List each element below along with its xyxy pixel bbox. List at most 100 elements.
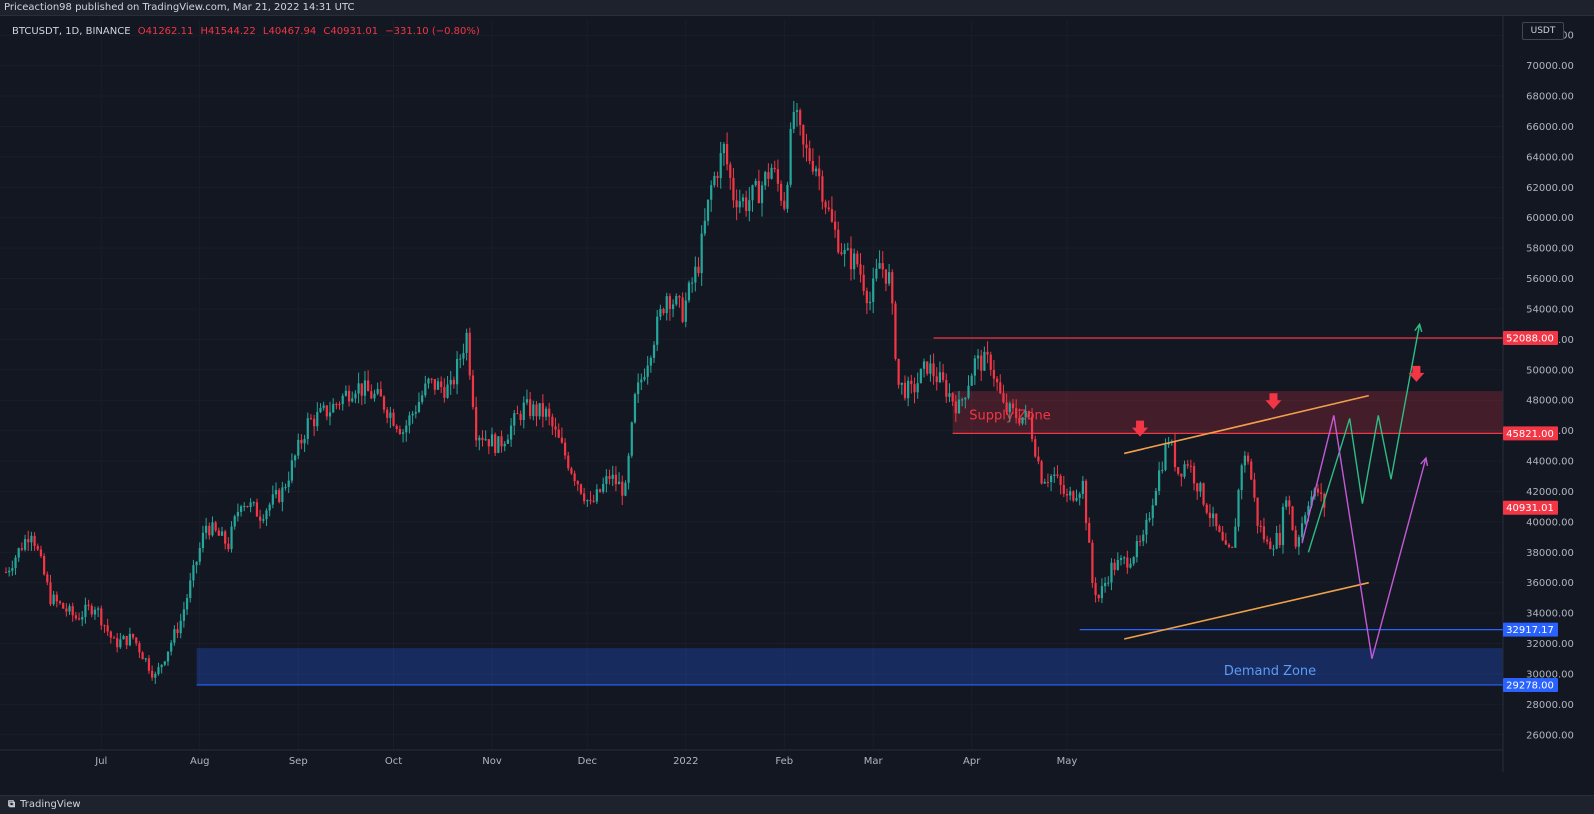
candle-body [440,381,443,388]
published-banner: Priceaction98 published on TradingView.c… [0,0,1594,16]
candle-body [919,368,922,384]
projection-arrowhead [1414,322,1423,333]
candle-body [176,629,179,634]
candle-body [678,296,681,298]
price-label-box [1503,622,1558,637]
candle-body [255,502,259,517]
candle-body [1281,506,1285,546]
candle-body [1177,467,1180,474]
footer-bar: ⧉ TradingView [0,795,1594,814]
candle-body [617,481,621,485]
candle-body [589,500,592,502]
candle-body [1291,506,1294,531]
candle-body [1285,500,1288,507]
candle-body [11,568,14,571]
candle-body [376,389,379,394]
candle-body [849,248,853,270]
candle-body [1011,403,1015,409]
ohlc-legend: BTCUSDT, 1D, BINANCE O41262.11 H41544.22… [12,26,484,37]
candle-body [1113,562,1116,570]
candle-body [106,625,109,632]
candle-body [157,667,160,674]
candle-body [757,180,760,204]
candle-body [802,125,805,145]
candle-body [706,199,710,221]
candle-body [1119,558,1123,561]
candle-body [1075,497,1078,501]
candle-body [341,395,344,405]
candle-body [293,455,297,461]
y-tick-label: 56000.00 [1526,274,1574,285]
x-tick-label: Mar [864,756,884,767]
candle-body [630,422,633,456]
candle-body [814,168,818,172]
candle-body [513,413,516,426]
down-arrow-stem [1269,393,1278,402]
candle-body [716,175,719,178]
down-arrow-head [1408,372,1425,382]
candle-body [865,290,868,304]
price-label-resistance: 45821.00 [1506,429,1554,440]
candle-body [449,379,452,385]
candle-body [824,201,827,208]
candle-body [87,604,90,606]
candle-body [608,476,611,479]
candle-body [71,606,74,616]
candle-body [989,354,992,370]
candle-body [1145,519,1148,535]
candle-body [1211,513,1215,519]
candle-body [430,378,433,380]
candle-body [185,598,189,610]
candle-body [1180,473,1183,477]
x-tick-label: Feb [775,756,793,767]
candle-body [745,197,748,212]
x-tick-label: Nov [482,756,502,767]
candle-body [1300,523,1304,538]
candle-body [999,382,1002,394]
candle-body [903,382,907,399]
candle-body [675,296,678,305]
candle-body [43,555,46,575]
candle-body [1046,481,1050,483]
candle-body [354,393,357,399]
candle-body [884,269,888,284]
candle-body [808,148,811,161]
candle-body [300,439,303,444]
candle-body [265,510,268,520]
candle-body [93,609,97,615]
candle-body [90,605,93,615]
candle-body [220,531,224,536]
candle-body [643,376,646,380]
x-tick-label: Aug [190,756,210,767]
candle-body [529,399,532,417]
candle-body [131,633,135,638]
candle-body [36,546,39,550]
candle-body [14,557,17,569]
candle-body [313,418,316,427]
candle-body [325,405,328,417]
candle-body [182,609,186,621]
candle-body [490,434,494,447]
candle-body [910,380,913,385]
currency-button[interactable]: USDT [1522,22,1564,40]
candle-body [122,635,125,640]
candle-body [1126,557,1129,568]
candle-body [30,535,33,543]
candle-body [891,272,894,304]
candle-body [1097,594,1100,599]
candle-body [179,620,182,634]
candle-body [1151,505,1154,519]
candle-body [722,144,726,154]
x-tick-label: 2022 [673,756,698,767]
candle-body [1246,455,1250,462]
candle-body [637,382,640,395]
candle-body [417,401,421,413]
candle-body [859,264,862,275]
candle-body [1132,557,1135,564]
candle-body [173,629,176,643]
candle-body [926,361,929,374]
candle-body [932,363,935,377]
candle-body [389,412,392,418]
candle-body [1027,411,1030,417]
